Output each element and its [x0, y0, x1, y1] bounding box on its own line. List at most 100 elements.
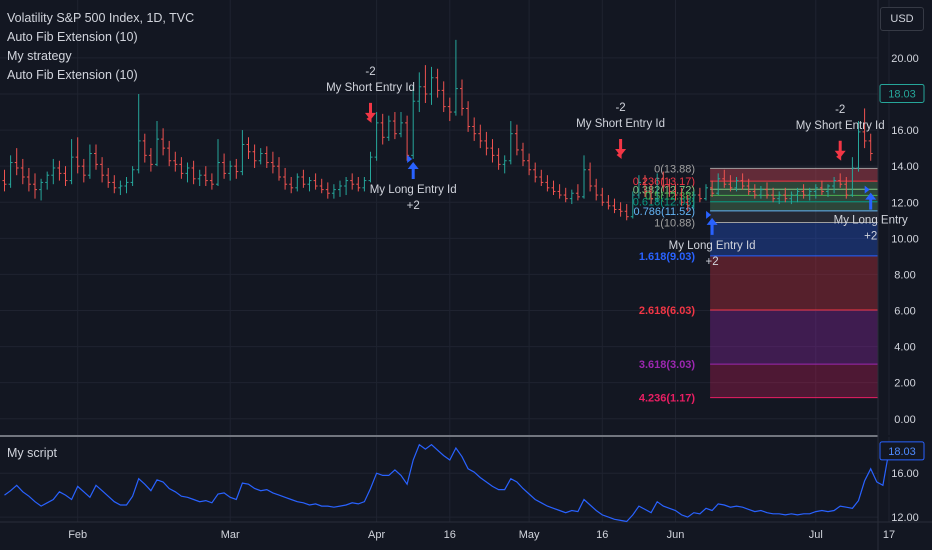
price-bar: [374, 112, 379, 161]
price-bar: [826, 184, 830, 197]
price-bar: [783, 187, 788, 203]
price-bar: [100, 157, 105, 183]
price-bar: [386, 115, 391, 141]
y-tick-label: 10.00: [891, 233, 919, 245]
price-bar: [179, 157, 184, 179]
exit-marker: [407, 154, 413, 163]
price-bar: [161, 128, 166, 156]
price-bar: [612, 198, 617, 214]
price-bar: [649, 184, 654, 205]
long-entry-arrow: [706, 217, 718, 235]
price-bar: [338, 180, 342, 197]
price-bar: [185, 162, 190, 183]
price-bar: [130, 166, 135, 187]
price-bar: [380, 113, 385, 145]
currency-button[interactable]: USD: [880, 7, 924, 31]
x-tick-label: 16: [596, 529, 608, 541]
exit-marker: [836, 152, 842, 161]
long-entry-arrow: [865, 192, 877, 210]
price-bar: [661, 171, 666, 192]
price-bar: [490, 139, 495, 163]
indicator-my-strategy[interactable]: My strategy: [7, 49, 72, 63]
y-tick-label: 6.00: [894, 306, 915, 318]
price-bar: [533, 162, 538, 183]
price-bar: [460, 79, 464, 116]
price-bar: [801, 184, 806, 199]
fib-zone-band: [710, 364, 878, 398]
price-bar: [508, 121, 513, 165]
price-bar: [856, 121, 861, 172]
price-bar: [429, 66, 434, 105]
short-entry-arrow: [615, 138, 627, 156]
price-bar: [734, 176, 739, 192]
price-bar: [868, 133, 873, 161]
price-bar: [484, 131, 489, 156]
price-bar: [136, 93, 141, 174]
price-bar: [575, 184, 580, 201]
price-bar: [191, 160, 196, 185]
price-bar: [14, 148, 19, 176]
price-bar: [539, 169, 544, 187]
price-bar: [514, 124, 519, 156]
short-entry-label: My Short Entry Id: [576, 118, 665, 130]
long-entry-qty: +2: [706, 256, 719, 268]
price-bar: [51, 158, 56, 185]
x-tick-label: Apr: [368, 529, 385, 541]
price-bar: [87, 144, 92, 179]
indicator-auto-fib-2[interactable]: Auto Fib Extension (10): [7, 68, 138, 82]
price-bar: [142, 133, 147, 163]
x-tick-label: Feb: [68, 529, 87, 541]
price-bar: [112, 175, 117, 194]
short-entry-label: My Short Entry Id: [326, 82, 415, 94]
fib-level-label: 3.618(3.03): [639, 359, 696, 371]
exit-marker: [616, 150, 622, 159]
fib-zone-band: [710, 181, 878, 211]
price-bar: [673, 184, 678, 201]
fib-level-label: 0.618(12.03): [633, 197, 695, 209]
symbol-title[interactable]: Volatility S&P 500 Index, 1D, TVC: [7, 11, 195, 25]
price-bar: [240, 130, 245, 176]
price-bar: [106, 167, 111, 188]
y-tick-label: 12.00: [891, 197, 919, 209]
y-tick-label: 16.00: [891, 468, 919, 480]
price-bar: [521, 142, 525, 167]
price-bar: [209, 173, 214, 190]
price-bar: [392, 112, 397, 140]
price-bar: [234, 158, 239, 179]
price-bar: [618, 202, 623, 217]
pane2-title[interactable]: My script: [7, 446, 57, 460]
fib-zone-band: [710, 309, 878, 365]
price-bar: [716, 173, 721, 196]
y-tick-label: 4.00: [894, 342, 915, 354]
price-bar: [356, 176, 361, 192]
fib-level-label: 2.618(6.03): [639, 305, 696, 317]
price-bar: [252, 144, 257, 168]
last-price-badge: [879, 83, 925, 103]
last-price-label: 18.03: [888, 88, 916, 100]
price-bar: [283, 167, 288, 190]
price-bar: [569, 189, 574, 205]
price-bar: [307, 176, 312, 192]
short-entry-qty: -2: [365, 66, 375, 78]
price-bar: [33, 173, 37, 199]
price-bar: [545, 175, 550, 192]
price-bar: [862, 108, 867, 149]
price-bar: [8, 155, 13, 188]
price-bar: [2, 169, 7, 192]
x-tick-label: 16: [444, 529, 456, 541]
price-bar: [588, 162, 593, 192]
y-tick-label: 2.00: [894, 378, 915, 390]
indicator-auto-fib-1[interactable]: Auto Fib Extension (10): [7, 30, 138, 44]
long-entry-qty: +2: [407, 200, 420, 212]
price-bar: [453, 39, 458, 116]
y-tick-label: 20.00: [891, 53, 919, 65]
price-bar: [771, 187, 776, 203]
long-entry-arrow: [407, 161, 419, 179]
price-bar: [222, 153, 227, 179]
price-bar: [594, 178, 599, 201]
fib-zone-band: [710, 168, 878, 182]
price-bar: [94, 144, 98, 170]
price-bar: [679, 187, 684, 206]
fib-level-label: 0(13.88): [654, 163, 695, 175]
